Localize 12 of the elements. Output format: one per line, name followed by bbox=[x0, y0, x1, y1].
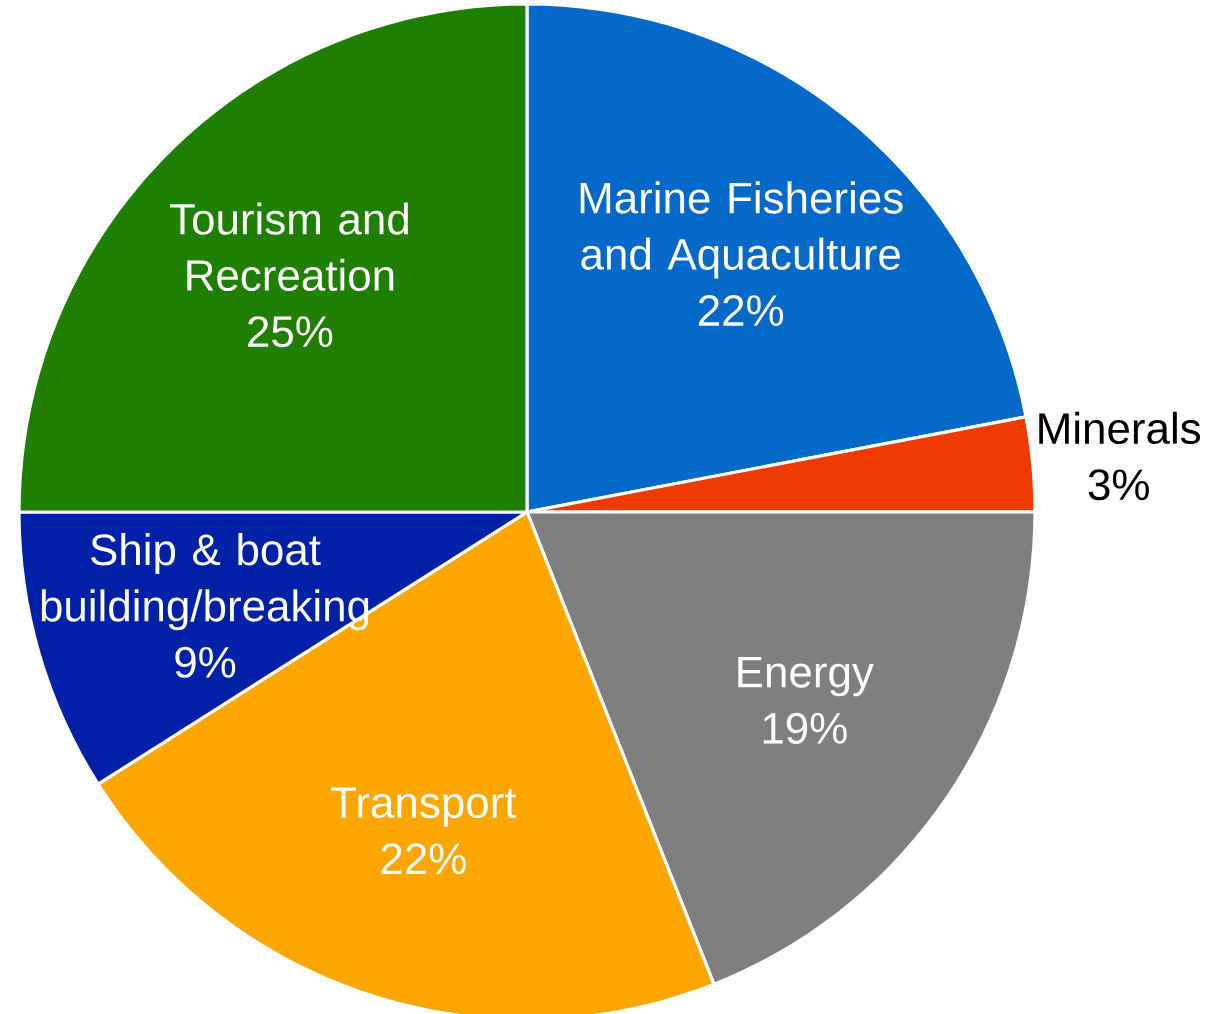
data-label: 9% bbox=[175, 646, 236, 678]
data-label: 22% bbox=[381, 843, 466, 875]
slice-label: Tourism and Recreation bbox=[170, 202, 408, 292]
data-label: 19% bbox=[763, 712, 847, 744]
slice-label: Minerals bbox=[1039, 411, 1201, 445]
data-label: 22% bbox=[698, 295, 784, 326]
data-label: 25% bbox=[248, 316, 333, 348]
data-label: 3% bbox=[1088, 469, 1149, 501]
slice-label: Marine Fisheries and Aquaculture bbox=[580, 181, 903, 279]
slice-label: Ship & boat building/breaking bbox=[41, 533, 369, 631]
slice-label: Transport bbox=[331, 787, 517, 827]
slice-label: Energy bbox=[738, 657, 874, 697]
